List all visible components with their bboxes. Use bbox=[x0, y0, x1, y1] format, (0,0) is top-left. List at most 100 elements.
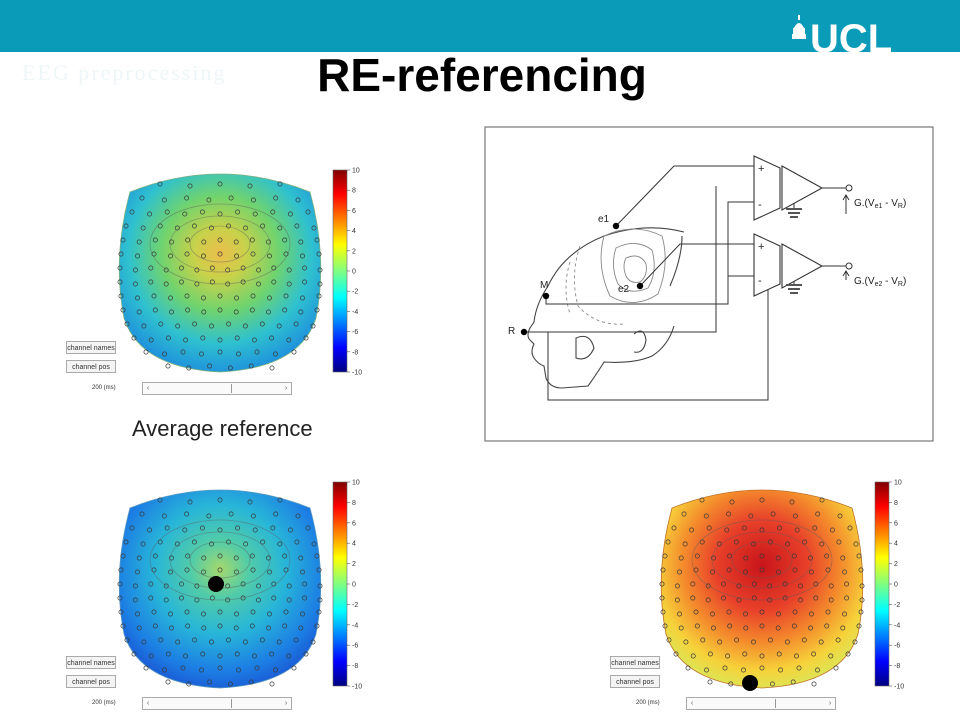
electrode-dot bbox=[201, 625, 207, 631]
colorbar-tick-label: -10 bbox=[352, 370, 362, 377]
electrode-dot bbox=[791, 623, 797, 629]
electrode-dot bbox=[179, 595, 184, 601]
electrode-dot bbox=[659, 581, 665, 587]
contour-line bbox=[149, 519, 291, 601]
electrode-dot bbox=[165, 363, 171, 369]
colorbar-tick-label: 2 bbox=[894, 561, 898, 568]
electrode-dot bbox=[859, 583, 865, 589]
electrode-dot bbox=[236, 351, 241, 357]
electrode-dot bbox=[249, 623, 255, 629]
slider-thumb[interactable] bbox=[775, 699, 776, 708]
ground-icon bbox=[786, 284, 802, 294]
electrode-dot bbox=[217, 307, 223, 313]
electrode-dot bbox=[677, 611, 682, 617]
electrode-dot bbox=[300, 611, 305, 617]
colorbar-tick-label: -8 bbox=[352, 663, 358, 670]
slider-thumb[interactable] bbox=[231, 699, 232, 708]
electrode-dot bbox=[201, 611, 206, 617]
electrode-dot bbox=[192, 637, 198, 643]
electrode-dot bbox=[141, 323, 147, 329]
electrode-dot bbox=[123, 539, 129, 545]
slider-right-arrow-icon[interactable]: › bbox=[284, 385, 288, 392]
electrode-dot bbox=[200, 651, 206, 657]
colorbar-ticks: 10 8 6 4 2 0 -2 -4 -6 -8 -10 bbox=[347, 480, 362, 691]
channel-names-button[interactable]: channel names bbox=[66, 341, 116, 354]
electrode-dot bbox=[184, 251, 190, 257]
electrode-dot bbox=[685, 665, 691, 671]
electrode-dot bbox=[271, 595, 277, 601]
electrode-dot bbox=[662, 623, 668, 629]
electrode-dot bbox=[269, 681, 275, 687]
colorbar-tick-label: -6 bbox=[352, 643, 358, 650]
channel-names-button[interactable]: channel names bbox=[610, 656, 660, 669]
slide-title-text: RE-referencing bbox=[317, 49, 647, 101]
electrode-dot bbox=[226, 223, 231, 229]
electrode-dot bbox=[273, 195, 279, 201]
channel-pos-button[interactable]: channel pos bbox=[610, 675, 660, 688]
electrode-dot bbox=[858, 609, 864, 615]
time-slider[interactable]: ‹ › bbox=[142, 382, 292, 395]
channel-names-button[interactable]: channel names bbox=[66, 656, 116, 669]
time-slider[interactable]: ‹ › bbox=[686, 697, 836, 710]
electrode-dot bbox=[174, 541, 180, 547]
electrode-dot bbox=[165, 335, 171, 341]
electrode-dot bbox=[743, 555, 749, 561]
time-slider[interactable]: ‹ › bbox=[142, 697, 292, 710]
electrode-dot bbox=[659, 595, 665, 601]
contour-line bbox=[189, 225, 251, 263]
colorbar bbox=[332, 481, 348, 687]
slider-right-arrow-icon[interactable]: › bbox=[828, 700, 832, 707]
electrode-dot bbox=[801, 637, 807, 643]
electrode-dot bbox=[135, 253, 140, 259]
channel-pos-button[interactable]: channel pos bbox=[66, 675, 116, 688]
electrode-dot bbox=[252, 211, 258, 217]
electrode-dot bbox=[168, 253, 173, 259]
electrode-dot bbox=[256, 583, 261, 589]
electrode-dot bbox=[751, 595, 757, 601]
electrode-dot bbox=[726, 609, 732, 615]
slider-left-arrow-icon[interactable]: ‹ bbox=[690, 700, 694, 707]
electrode-dot bbox=[118, 567, 124, 573]
electrode-dot bbox=[742, 651, 748, 657]
electrode-dot bbox=[283, 609, 289, 615]
electrode-dot bbox=[136, 625, 142, 631]
electrode-dot bbox=[678, 555, 684, 561]
electrode-dot bbox=[135, 295, 140, 301]
electrode-dot bbox=[165, 679, 171, 685]
slider-left-arrow-icon[interactable]: ‹ bbox=[146, 700, 150, 707]
electrode-dot bbox=[191, 223, 197, 229]
electrode-dot bbox=[793, 653, 799, 659]
slider-right-arrow-icon[interactable]: › bbox=[284, 700, 288, 707]
colorbar-tick-label: 8 bbox=[352, 500, 356, 507]
electrode-dot bbox=[143, 349, 149, 355]
electrode-dot bbox=[295, 197, 301, 203]
electrode-dot bbox=[233, 309, 239, 315]
electrode-dot bbox=[266, 239, 271, 245]
electrode-dot bbox=[811, 651, 817, 657]
average-reference-caption: Average reference bbox=[132, 416, 313, 441]
electrode-dot bbox=[164, 209, 170, 215]
plus-sign: + bbox=[758, 163, 764, 175]
electrode-dot bbox=[824, 623, 830, 629]
electrode-dot bbox=[317, 267, 323, 273]
electrode-dot bbox=[792, 513, 798, 519]
electrode-dot bbox=[184, 293, 190, 299]
electrode-dot bbox=[704, 667, 709, 673]
electrode-dot bbox=[194, 281, 200, 287]
electrode-dot bbox=[132, 597, 138, 603]
electrode-dot bbox=[317, 597, 323, 603]
electrode-dot bbox=[722, 665, 728, 671]
electrode-dot bbox=[148, 581, 154, 587]
electrode-dot bbox=[185, 237, 191, 243]
electrode-dot bbox=[775, 555, 781, 561]
colorbar-tick-label: 6 bbox=[352, 208, 356, 215]
electrode-dot bbox=[148, 337, 154, 343]
electrode-dot bbox=[201, 239, 207, 245]
slider-thumb[interactable] bbox=[231, 384, 232, 393]
electrode-dot bbox=[169, 625, 174, 631]
channel-pos-button[interactable]: channel pos bbox=[66, 360, 116, 373]
electrode-dot bbox=[247, 183, 253, 189]
electrode-dot bbox=[199, 209, 205, 215]
slider-left-arrow-icon[interactable]: ‹ bbox=[146, 385, 150, 392]
electrode-dot bbox=[169, 239, 174, 245]
